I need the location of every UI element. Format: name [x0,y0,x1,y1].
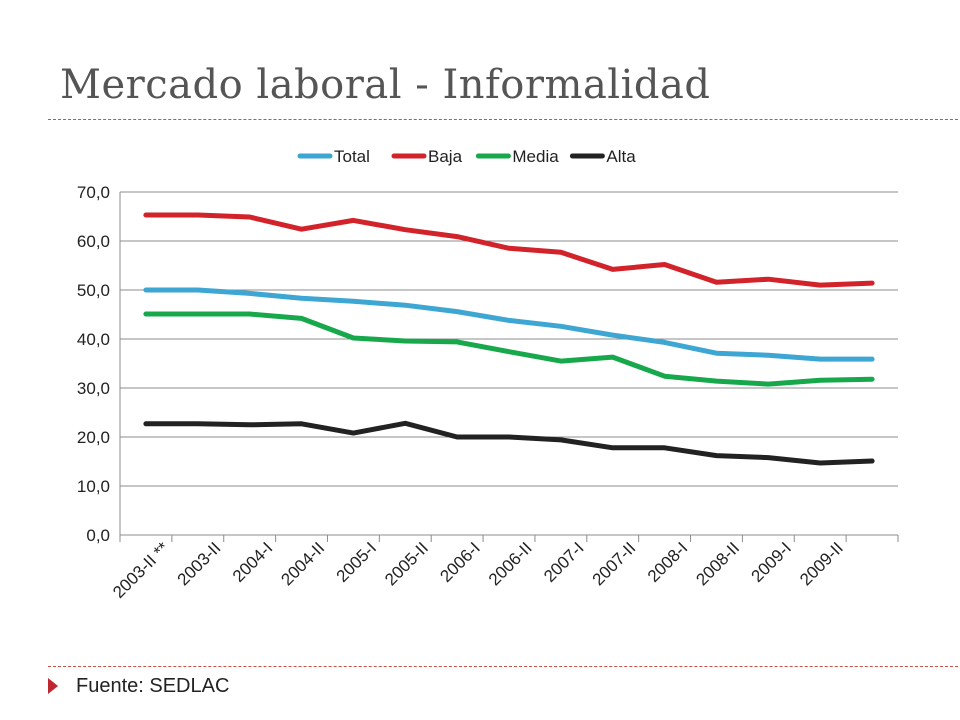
series-line-total [143,287,875,362]
x-tick-label: 2007-II [589,538,640,589]
source-note: Fuente: SEDLAC [48,674,229,698]
y-tick-label: 10,0 [77,477,110,496]
y-tick-label: 60,0 [77,232,110,251]
triangle-bullet-icon [48,678,58,694]
slide-title: Mercado laboral - Informalidad [60,62,711,108]
y-tick-label: 40,0 [77,330,110,349]
y-tick-label: 0,0 [86,526,110,545]
x-tick-label: 2005-I [333,538,381,586]
x-tick-label: 2008-II [692,538,743,589]
x-tick-label: 2003-II ** [109,538,173,602]
series-line-media [143,311,875,387]
y-tick-label: 50,0 [77,281,110,300]
legend-label-baja: Baja [428,147,463,166]
x-tick-label: 2006-I [436,538,484,586]
x-tick-label: 2004-I [229,538,277,586]
x-tick-label: 2004-II [277,538,328,589]
x-tick-label: 2007-I [540,538,588,586]
x-tick-label: 2003-II [174,538,225,589]
legend-label-total: Total [334,147,370,166]
legend-label-alta: Alta [606,147,636,166]
series-line-baja [143,212,875,288]
y-tick-label: 30,0 [77,379,110,398]
x-tick-label: 2009-I [748,538,796,586]
y-tick-label: 70,0 [77,183,110,202]
legend-label-media: Media [512,147,559,166]
source-text: Fuente: SEDLAC [76,674,230,697]
x-tick-label: 2008-I [644,538,692,586]
series-line-alta [143,420,875,466]
x-tick-label: 2006-II [485,538,536,589]
title-divider [48,119,960,120]
x-tick-label: 2005-II [381,538,432,589]
x-tick-label: 2009-II [796,538,847,589]
y-tick-label: 20,0 [77,428,110,447]
line-chart: 0,0 10,0 20,0 30,0 40,0 50,0 60,0 70,0 2003-II *… [77,147,899,602]
footer-divider [48,666,960,667]
